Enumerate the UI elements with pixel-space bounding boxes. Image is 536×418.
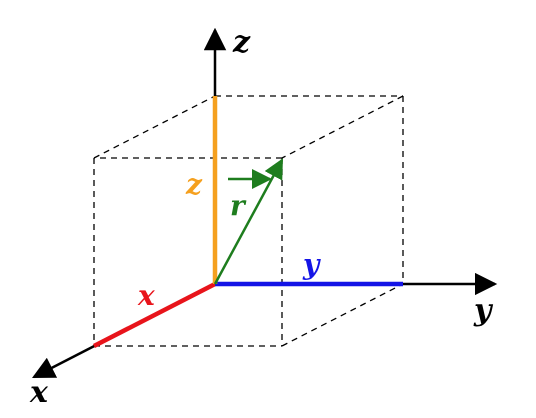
axes: [31, 27, 498, 379]
box-edge-top-right: [281, 95, 404, 159]
x-component-segment: [92, 281, 217, 349]
x-component-label: x: [137, 279, 155, 312]
box-edges: [93, 95, 404, 347]
box-edge-bottom-right: [281, 283, 404, 347]
x-axis-label: x: [29, 375, 49, 410]
z-axis-label: z: [232, 25, 251, 60]
y-component-label: y: [302, 248, 321, 281]
z-component-label: z: [185, 168, 203, 201]
r-vector-label: r: [230, 189, 247, 222]
box-edge-top-left: [93, 95, 216, 159]
y-axis-label: y: [473, 293, 494, 328]
